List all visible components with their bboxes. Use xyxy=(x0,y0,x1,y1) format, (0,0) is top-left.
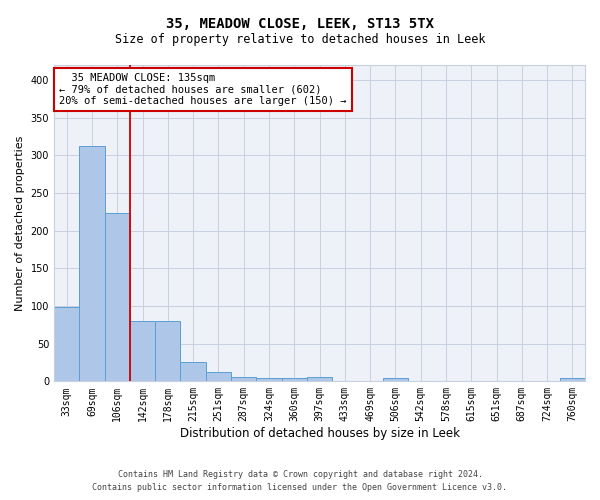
Text: 35, MEADOW CLOSE, LEEK, ST13 5TX: 35, MEADOW CLOSE, LEEK, ST13 5TX xyxy=(166,18,434,32)
Text: Size of property relative to detached houses in Leek: Size of property relative to detached ho… xyxy=(115,32,485,46)
Bar xyxy=(130,321,155,382)
X-axis label: Distribution of detached houses by size in Leek: Distribution of detached houses by size … xyxy=(179,427,460,440)
Bar xyxy=(560,378,585,382)
Bar xyxy=(206,372,231,382)
Text: Contains HM Land Registry data © Crown copyright and database right 2024.
Contai: Contains HM Land Registry data © Crown c… xyxy=(92,470,508,492)
Text: 35 MEADOW CLOSE: 135sqm
← 79% of detached houses are smaller (602)
20% of semi-d: 35 MEADOW CLOSE: 135sqm ← 79% of detache… xyxy=(59,73,347,106)
Bar xyxy=(307,377,332,382)
Y-axis label: Number of detached properties: Number of detached properties xyxy=(15,136,25,311)
Bar xyxy=(79,146,104,382)
Bar xyxy=(281,378,307,382)
Bar xyxy=(231,377,256,382)
Bar xyxy=(155,321,181,382)
Bar xyxy=(181,362,206,382)
Bar xyxy=(54,307,79,382)
Bar xyxy=(104,212,130,382)
Bar xyxy=(256,378,281,382)
Bar xyxy=(383,378,408,382)
